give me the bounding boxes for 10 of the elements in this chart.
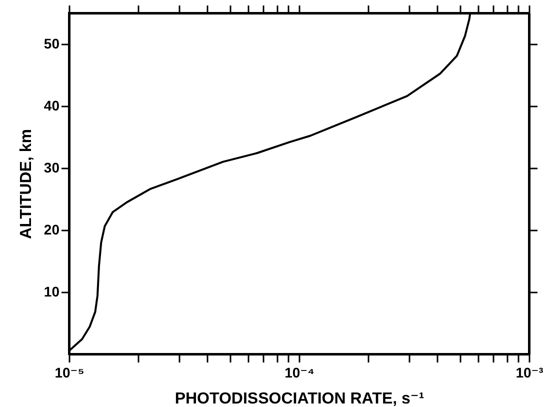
y-tick-label: 30	[44, 160, 60, 176]
x-axis-title: PHOTODISSOCIATION RATE, s⁻¹	[174, 390, 424, 407]
y-tick-label: 20	[44, 222, 60, 238]
y-tick-label: 10	[44, 284, 60, 300]
y-axis-title: ALTITUDE, km	[18, 129, 35, 239]
x-tick-label: 10⁻⁴	[284, 364, 315, 380]
y-tick-label: 40	[44, 98, 60, 114]
y-tick-label: 50	[44, 36, 60, 52]
x-tick-label: 10⁻⁵	[54, 364, 84, 380]
x-tick-label: 10⁻³	[516, 364, 544, 380]
